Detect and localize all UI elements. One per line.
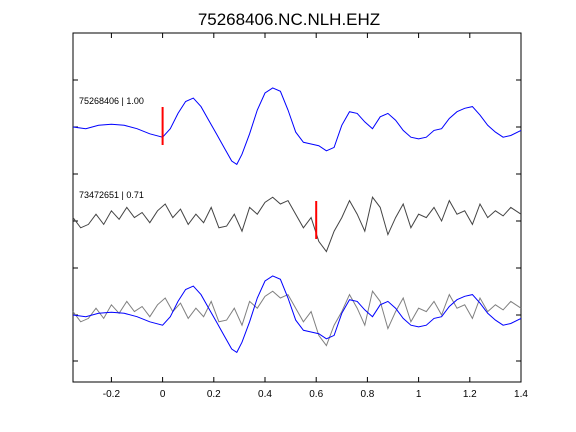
x-tick-label: 0.8 (360, 389, 374, 400)
trace-line-1 (72, 87, 522, 166)
tick-group: -0.2 0 0.2 0.4 0.6 0.8 1 1.2 1.4 (73, 33, 528, 400)
overlay-trace-blue (72, 275, 522, 354)
x-tick-label: -0.2 (103, 389, 121, 400)
chart-title: 75268406.NC.NLH.EHZ (198, 10, 380, 29)
trace-line-2 (72, 196, 522, 253)
overlay-trace-gray (72, 290, 522, 347)
x-tick-label: 1.4 (514, 389, 528, 400)
trace-label-1: 75268406 | 1.00 (79, 96, 144, 106)
plot-frame (72, 32, 522, 383)
x-tick-label: 0 (160, 389, 166, 400)
x-tick-label: 1 (416, 389, 422, 400)
x-tick-label: 0.4 (258, 389, 272, 400)
trace-group: 75268406 | 1.00 73472651 | 0.71 (72, 87, 522, 354)
x-tick-label: 0.6 (309, 389, 323, 400)
x-tick-label: 0.2 (207, 389, 221, 400)
x-tick-label: 1.2 (463, 389, 477, 400)
trace-label-2: 73472651 | 0.71 (79, 190, 144, 200)
